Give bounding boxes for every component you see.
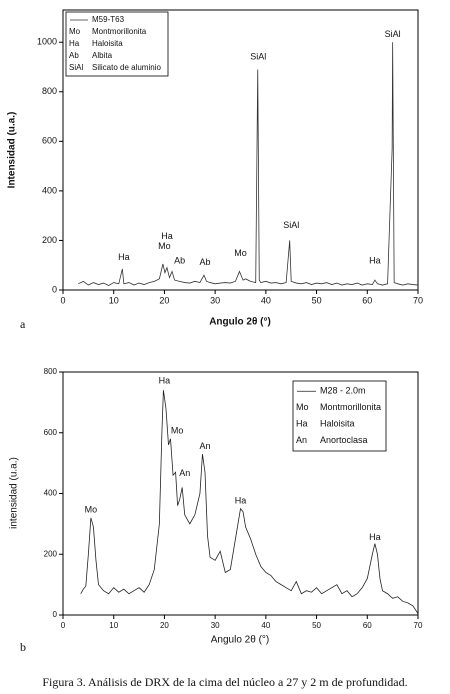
- x-tick-label: 0: [60, 295, 65, 305]
- legend-code: SiAl: [69, 63, 83, 72]
- caption: Figura 3. Análisis de DRX de la cima del…: [42, 675, 407, 689]
- legend-code: Ha: [69, 39, 80, 48]
- x-tick-label: 10: [109, 621, 118, 630]
- x-tick-label: 50: [312, 295, 322, 305]
- y-tick-label: 600: [42, 136, 57, 146]
- legend-name: Albita: [92, 51, 113, 60]
- legend-code: Mo: [69, 27, 81, 36]
- peak-label: An: [199, 441, 210, 451]
- peak-label: Ha: [369, 255, 381, 265]
- plot-frame: [62, 9, 419, 291]
- peak-label: Ha: [118, 252, 130, 262]
- y-tick-label: 800: [42, 86, 57, 96]
- peak-label: Ha: [159, 375, 171, 385]
- legend-label: M28 - 2.0m: [320, 386, 366, 396]
- legend-code: Ha: [296, 419, 308, 429]
- x-tick-label: 50: [312, 621, 321, 630]
- y-axis-label: intensidad (u.a.): [9, 457, 20, 529]
- x-tick-label: 70: [414, 621, 423, 630]
- y-tick-label: 800: [44, 367, 58, 376]
- peak-label: Mo: [171, 426, 184, 436]
- legend-name: Silicato de aluminio: [92, 63, 161, 72]
- x-tick-label: 30: [210, 295, 220, 305]
- y-tick-label: 200: [44, 549, 58, 558]
- y-tick-label: 200: [42, 235, 57, 245]
- y-tick-label: 0: [52, 284, 57, 294]
- legend-name: Anortoclasa: [320, 435, 368, 445]
- x-axis-label: Angulo 2θ (°): [209, 317, 271, 328]
- x-tick-label: 70: [413, 295, 423, 305]
- y-tick-label: 1000: [37, 37, 57, 47]
- peak-label: Mo: [158, 241, 171, 251]
- legend-box: [292, 380, 387, 452]
- x-tick-label: 10: [109, 295, 119, 305]
- peak-label: Ha: [161, 231, 173, 241]
- x-axis-label: Angulo 2θ (°): [211, 635, 269, 646]
- x-tick-label: 60: [362, 295, 372, 305]
- legend-box: [65, 11, 169, 77]
- legend-name: Haloisita: [320, 419, 355, 429]
- legend-name: Montmorillonita: [320, 402, 381, 412]
- x-tick-label: 20: [160, 621, 169, 630]
- peak-label: Ab: [174, 255, 185, 265]
- data-line: [78, 42, 419, 286]
- peak-label: Ab: [199, 257, 210, 267]
- y-tick-label: 600: [44, 428, 58, 437]
- peak-label: SiAl: [250, 51, 266, 61]
- peak-label: SiAl: [385, 29, 401, 39]
- y-tick-label: 0: [53, 610, 58, 619]
- peak-label: Mo: [85, 505, 98, 515]
- y-axis-label: Intensidad (u.a.): [7, 112, 18, 189]
- panel-label: a: [20, 317, 26, 331]
- x-tick-label: 40: [261, 295, 271, 305]
- legend-name: Haloisita: [92, 39, 123, 48]
- peak-label: An: [179, 468, 190, 478]
- peak-label: SiAl: [283, 220, 299, 230]
- peak-label: Mo: [234, 248, 247, 258]
- legend-label: M59-T63: [92, 15, 125, 24]
- y-tick-label: 400: [42, 185, 57, 195]
- panel-label: b: [20, 640, 26, 654]
- x-tick-label: 30: [211, 621, 220, 630]
- x-tick-label: 20: [159, 295, 169, 305]
- peak-label: Ha: [369, 532, 381, 542]
- x-tick-label: 40: [261, 621, 270, 630]
- y-tick-label: 400: [44, 489, 58, 498]
- legend-code: Ab: [69, 51, 79, 60]
- legend-code: An: [296, 435, 307, 445]
- x-tick-label: 60: [363, 621, 372, 630]
- x-tick-label: 0: [61, 621, 66, 630]
- legend-code: Mo: [296, 402, 309, 412]
- peak-label: Ha: [235, 495, 247, 505]
- legend-name: Montmorillonita: [92, 27, 147, 36]
- data-line: [80, 390, 419, 614]
